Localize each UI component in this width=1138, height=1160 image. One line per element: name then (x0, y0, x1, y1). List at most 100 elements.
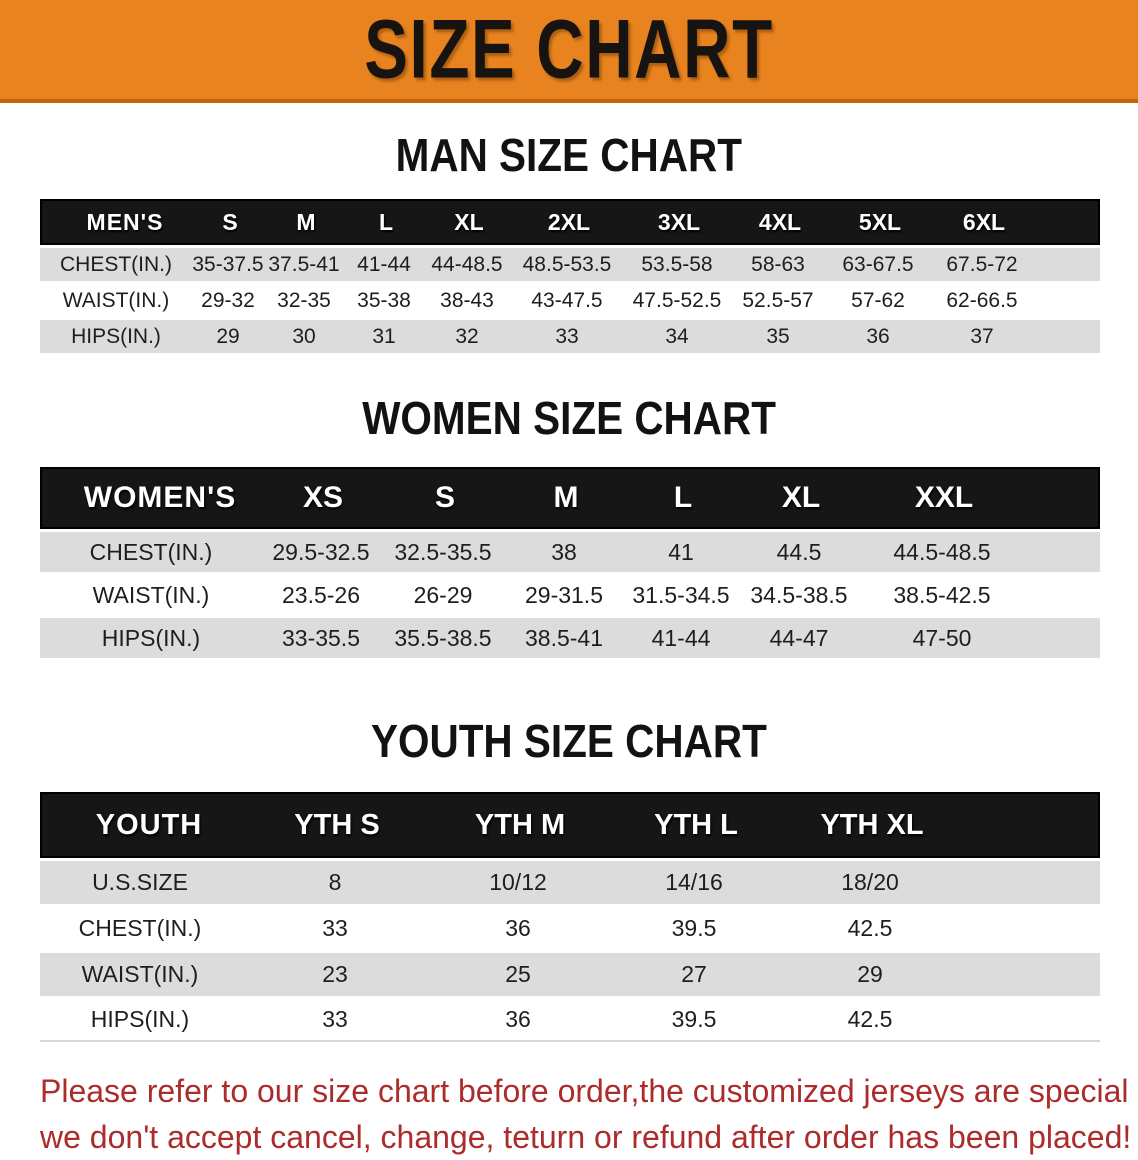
size-header-cell: XS (302, 481, 344, 514)
value-cell: 41 (668, 538, 694, 565)
value-cell: 63-67.5 (842, 252, 914, 276)
value-cell: 35 (766, 324, 790, 348)
table-row: WAIST(IN.) 23 25 27 29 (40, 953, 1100, 996)
row-label-cell: HIPS(IN.) (71, 324, 161, 348)
size-header-cell: 5XL (858, 208, 902, 235)
row-label-cell: WAIST(IN.) (92, 581, 210, 608)
youth-section-title: YOUTH SIZE CHART (0, 716, 1138, 766)
size-header-cell: 2XL (547, 208, 591, 235)
value-cell: 42.5 (847, 1006, 893, 1032)
value-cell: 32.5-35.5 (394, 538, 492, 565)
value-cell: 34 (665, 324, 689, 348)
value-cell: 39.5 (671, 915, 717, 941)
value-cell: 32-35 (277, 288, 331, 312)
value-cell: 62-66.5 (946, 288, 1018, 312)
value-cell: 27 (681, 961, 707, 987)
size-header-cell: S (434, 481, 455, 514)
value-cell: 38.5-41 (524, 624, 603, 651)
value-cell: 30 (292, 324, 316, 348)
table-header-row: MEN'S S M L XL 2XL 3XL 4XL 5XL 6XL (40, 199, 1100, 245)
value-cell: 31 (372, 324, 396, 348)
size-chart-banner: SIZE CHART (0, 0, 1138, 103)
value-cell: 38.5-42.5 (893, 581, 991, 608)
women-size-table: WOMEN'S XS S M L XL XXL CHEST(IN.) 29.5-32.5 32.5… (40, 467, 1100, 658)
value-cell: 36 (505, 915, 531, 941)
value-cell: 25 (505, 961, 531, 987)
row-label-cell: CHEST(IN.) (89, 538, 213, 565)
value-cell: 36 (505, 1006, 531, 1032)
table-row: CHEST(IN.) 33 36 39.5 42.5 (40, 907, 1100, 950)
value-cell: 47-50 (912, 624, 972, 651)
value-cell: 29-31.5 (524, 581, 603, 608)
value-cell: 10/12 (489, 869, 547, 895)
value-cell: 44.5 (776, 538, 822, 565)
disclaimer-line-1: Please refer to our size chart before or… (40, 1073, 1138, 1109)
row-label-cell: CHEST(IN.) (78, 915, 202, 941)
size-header-cell: XXL (914, 481, 974, 514)
size-header-cell: 4XL (758, 208, 802, 235)
row-label-cell: WAIST(IN.) (62, 288, 170, 312)
value-cell: 43-47.5 (531, 288, 603, 312)
women-section-title-text: WOMEN SIZE CHART (362, 392, 776, 444)
youth-section-title-text: YOUTH SIZE CHART (371, 715, 767, 767)
value-cell: 33 (555, 324, 579, 348)
table-row: U.S.SIZE 8 10/12 14/16 18/20 (40, 861, 1100, 904)
table-row: HIPS(IN.) 29 30 31 32 33 34 35 36 37 (40, 320, 1100, 353)
table-row: WAIST(IN.) 29-32 32-35 35-38 38-43 43-47.5 47.… (40, 284, 1100, 317)
table-header-row: WOMEN'S XS S M L XL XXL (40, 467, 1100, 529)
value-cell: 53.5-58 (641, 252, 713, 276)
value-cell: 23.5-26 (281, 581, 360, 608)
value-cell: 29 (857, 961, 883, 987)
banner-title: SIZE CHART (364, 2, 774, 96)
value-cell: 31.5-34.5 (632, 581, 730, 608)
value-cell: 35-38 (357, 288, 411, 312)
size-header-cell: XL (454, 208, 484, 235)
size-header-cell: YTH M (474, 808, 566, 841)
value-cell: 44-47 (769, 624, 829, 651)
value-cell: 48.5-53.5 (522, 252, 612, 276)
value-cell: 18/20 (841, 869, 899, 895)
man-section-title: MAN SIZE CHART (0, 129, 1138, 181)
disclaimer-line-2: we don't accept cancel, change, teturn o… (40, 1119, 1132, 1155)
row-label-cell: U.S.SIZE (92, 869, 188, 895)
value-cell: 26-29 (413, 581, 473, 608)
size-header-cell: S (222, 208, 238, 235)
value-cell: 33 (322, 1006, 348, 1032)
value-cell: 8 (328, 869, 342, 895)
value-cell: 52.5-57 (742, 288, 814, 312)
size-header-cell: M (296, 208, 316, 235)
row-label-cell: CHEST(IN.) (60, 252, 172, 276)
value-cell: 23 (322, 961, 348, 987)
table-header-row: YOUTH YTH S YTH M YTH L YTH XL (40, 792, 1100, 858)
man-section-title-text: MAN SIZE CHART (395, 129, 743, 181)
value-cell: 44.5-48.5 (893, 538, 991, 565)
table-label-header: YOUTH (95, 808, 203, 841)
size-header-cell: M (553, 481, 579, 514)
value-cell: 37.5-41 (268, 252, 340, 276)
size-header-cell: 6XL (962, 208, 1006, 235)
table-row: CHEST(IN.) 35-37.5 37.5-41 41-44 44-48.5 48.5… (40, 248, 1100, 281)
size-header-cell: L (378, 208, 394, 235)
value-cell: 35.5-38.5 (394, 624, 492, 651)
value-cell: 35-37.5 (192, 252, 264, 276)
value-cell: 38-43 (440, 288, 494, 312)
size-header-cell: L (673, 481, 693, 514)
value-cell: 47.5-52.5 (632, 288, 722, 312)
value-cell: 58-63 (751, 252, 805, 276)
size-header-cell: YTH XL (820, 808, 924, 841)
size-header-cell: XL (781, 481, 821, 514)
table-row: HIPS(IN.) 33 36 39.5 42.5 (40, 999, 1100, 1042)
women-section-title: WOMEN SIZE CHART (0, 393, 1138, 443)
value-cell: 44-48.5 (431, 252, 503, 276)
value-cell: 29-32 (201, 288, 255, 312)
size-header-cell: YTH L (654, 808, 738, 841)
value-cell: 67.5-72 (946, 252, 1018, 276)
table-row: WAIST(IN.) 23.5-26 26-29 29-31.5 31.5-34.5 34… (40, 575, 1100, 615)
row-label-cell: WAIST(IN.) (81, 961, 199, 987)
value-cell: 34.5-38.5 (750, 581, 848, 608)
value-cell: 33 (322, 915, 348, 941)
value-cell: 41-44 (357, 252, 411, 276)
disclaimer: Please refer to our size chart before or… (40, 1068, 1138, 1160)
value-cell: 32 (455, 324, 479, 348)
value-cell: 29 (216, 324, 240, 348)
